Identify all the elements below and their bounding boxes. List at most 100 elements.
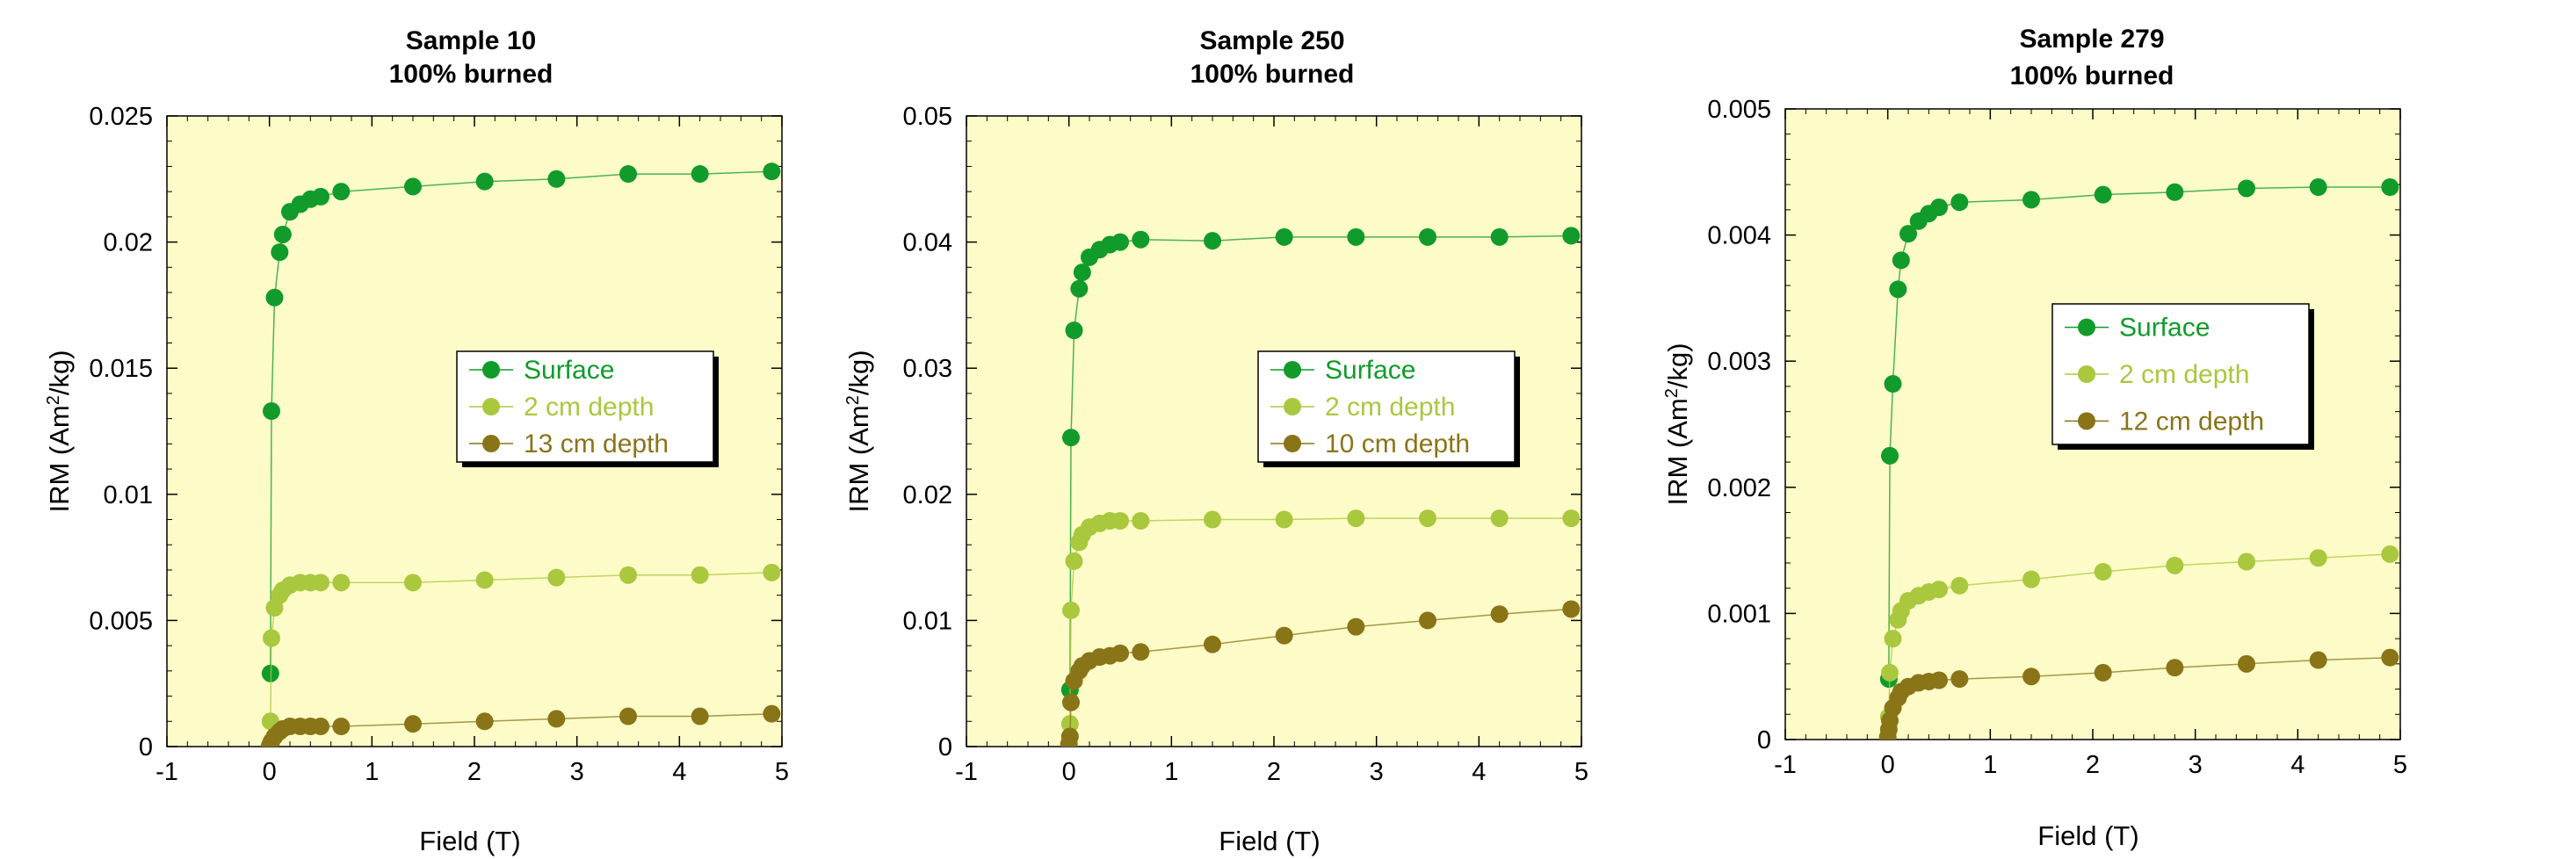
data-point xyxy=(1062,601,1080,619)
x-tick-label: 2 xyxy=(467,758,481,786)
data-point xyxy=(1275,626,1293,645)
data-point xyxy=(2022,570,2040,588)
legend-marker xyxy=(482,398,500,415)
legend-marker xyxy=(482,361,500,379)
data-point xyxy=(1562,509,1581,528)
data-point xyxy=(2381,545,2399,563)
x-tick-label: -1 xyxy=(955,758,978,786)
data-point xyxy=(547,568,566,587)
data-point xyxy=(1132,230,1150,249)
x-tick-label: -1 xyxy=(156,758,178,786)
data-point xyxy=(2166,659,2184,677)
legend-label: Surface xyxy=(2119,314,2210,343)
data-point xyxy=(312,718,329,736)
legend-marker xyxy=(482,435,500,452)
legend: Surface 2 cm depth 10 cm depth xyxy=(1257,350,1520,467)
x-tick-label: 3 xyxy=(2189,751,2203,779)
data-point xyxy=(404,177,422,196)
chart-subtitle: 100% burned xyxy=(1190,60,1355,89)
y-tick-label: 0.01 xyxy=(104,481,153,509)
data-point xyxy=(619,566,637,584)
data-point xyxy=(1132,511,1150,530)
data-point xyxy=(2094,663,2112,682)
y-tick-label: 0.015 xyxy=(89,355,153,383)
data-point xyxy=(1347,617,1365,636)
data-point xyxy=(475,571,494,589)
data-point xyxy=(1889,280,1907,299)
data-point xyxy=(1347,227,1365,246)
chart-subtitle: 100% burned xyxy=(389,60,554,89)
data-point xyxy=(1930,671,1948,689)
legend-marker xyxy=(2078,318,2095,336)
series-group xyxy=(1878,178,2399,740)
legend-label: 2 cm depth xyxy=(2119,360,2249,389)
legend-marker xyxy=(2078,365,2095,383)
y-tick-label: 0.001 xyxy=(1707,600,1771,628)
data-point xyxy=(691,165,709,184)
x-axis-label: Field (T) xyxy=(419,826,520,856)
y-axis-label: IRM (Am2/kg) xyxy=(44,350,75,512)
data-point xyxy=(1930,581,1948,599)
data-point xyxy=(312,187,329,206)
y-axis-label-tail: /kg) xyxy=(1662,343,1693,388)
x-tick-label: 3 xyxy=(570,758,584,786)
data-point xyxy=(1950,576,1969,595)
y-axis-label-main: IRM (Am xyxy=(44,405,75,512)
y-tick-label: 0.02 xyxy=(903,481,952,509)
data-point xyxy=(1111,233,1129,251)
data-point xyxy=(1065,552,1083,570)
x-tick-label: 0 xyxy=(1062,758,1076,786)
data-point xyxy=(1419,227,1436,246)
data-point xyxy=(1132,643,1150,661)
y-tick-label: 0 xyxy=(1757,726,1771,754)
y-tick-label: 0.003 xyxy=(1707,348,1771,376)
data-point xyxy=(1950,670,1969,689)
x-tick-label: 4 xyxy=(2290,751,2305,779)
data-point xyxy=(2094,563,2112,581)
x-axis-label: Field (T) xyxy=(2037,820,2138,851)
y-axis-label-sup: 2 xyxy=(843,395,863,405)
data-point xyxy=(1881,663,1899,682)
data-point xyxy=(263,402,280,421)
y-axis-label-tail: /kg) xyxy=(44,350,75,395)
chart-title: Sample 250 xyxy=(1199,26,1344,55)
data-point xyxy=(763,563,781,581)
data-point xyxy=(2381,178,2399,197)
data-point xyxy=(2022,191,2040,209)
chart-title: Sample 279 xyxy=(2019,25,2164,54)
data-point xyxy=(547,710,566,728)
x-tick-label: 0 xyxy=(1881,751,1895,779)
data-point xyxy=(1111,511,1129,530)
data-point xyxy=(1884,375,1902,393)
data-point xyxy=(547,170,566,188)
x-tick-label: 2 xyxy=(2086,751,2100,779)
legend-marker xyxy=(1284,361,1301,379)
data-point xyxy=(1347,509,1365,528)
legend-label: Surface xyxy=(1325,356,1415,385)
data-point xyxy=(1950,193,1969,212)
data-point xyxy=(1204,232,1221,250)
data-point xyxy=(1070,279,1089,298)
series-group xyxy=(1060,227,1581,747)
data-point xyxy=(1562,600,1581,618)
y-tick-label: 0.04 xyxy=(903,229,952,257)
y-tick-label: 0.02 xyxy=(104,229,153,257)
x-tick-label: 5 xyxy=(2393,751,2407,779)
data-point xyxy=(2238,654,2255,673)
legend-label: Surface xyxy=(524,356,614,385)
data-point xyxy=(312,574,329,592)
chart-subtitle: 100% burned xyxy=(2010,61,2174,90)
y-axis-label-sup: 2 xyxy=(1662,388,1682,398)
y-axis-label-main: IRM (Am xyxy=(1662,398,1693,505)
data-point xyxy=(1881,446,1899,465)
y-axis-label-sup: 2 xyxy=(44,395,63,405)
data-point xyxy=(1275,510,1293,529)
data-point xyxy=(1065,321,1083,340)
data-point xyxy=(475,172,494,191)
data-point xyxy=(332,718,351,736)
legend-label: 13 cm depth xyxy=(524,430,669,458)
data-point xyxy=(1490,227,1509,246)
data-point xyxy=(265,288,284,307)
